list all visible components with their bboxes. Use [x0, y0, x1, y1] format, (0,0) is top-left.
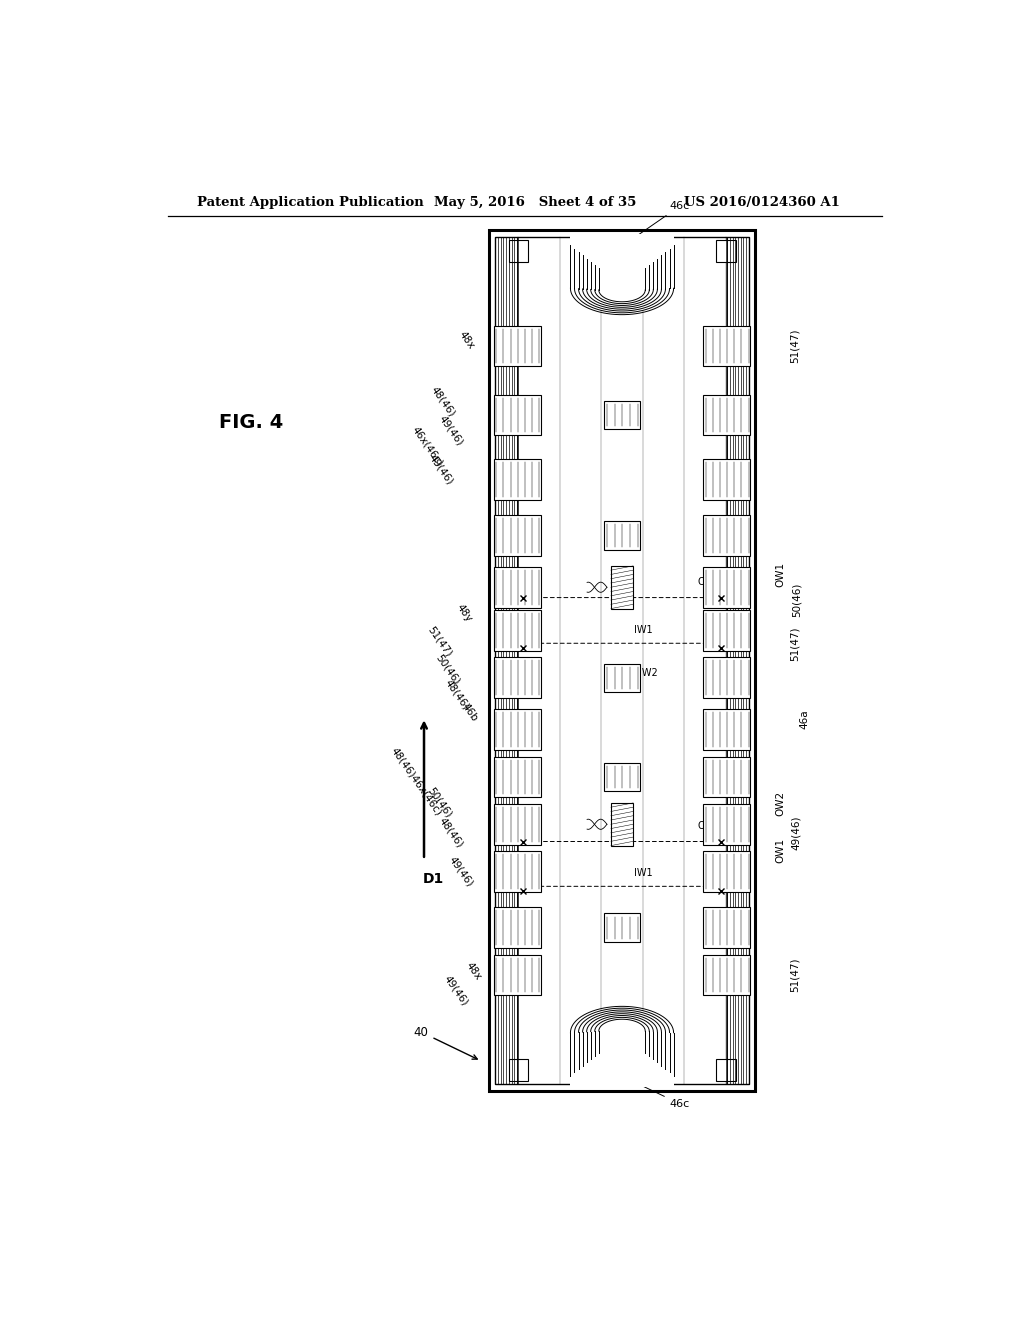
Text: 48(46): 48(46)	[437, 816, 465, 850]
Text: OW1: OW1	[697, 577, 721, 587]
Bar	[611, 803, 633, 846]
Text: Patent Application Publication: Patent Application Publication	[197, 195, 424, 209]
Bar	[494, 907, 541, 948]
Bar	[494, 459, 541, 500]
Text: 46a: 46a	[799, 709, 809, 729]
Bar	[604, 913, 640, 942]
Bar	[703, 851, 751, 892]
Text: IW1: IW1	[634, 626, 652, 635]
Bar	[716, 240, 735, 263]
Bar	[494, 709, 541, 750]
Bar	[494, 515, 541, 556]
Bar	[703, 709, 751, 750]
Text: 46c: 46c	[631, 1081, 690, 1109]
Text: May 5, 2016   Sheet 4 of 35: May 5, 2016 Sheet 4 of 35	[433, 195, 636, 209]
Bar	[495, 236, 750, 1084]
Text: D1: D1	[423, 873, 444, 886]
Bar	[489, 230, 755, 1092]
Text: OW1: OW1	[775, 562, 785, 587]
Text: IW1: IW1	[634, 869, 652, 878]
Bar	[570, 234, 674, 310]
Text: IW2: IW2	[639, 668, 658, 678]
Text: 46b: 46b	[460, 701, 479, 723]
Text: 51(47): 51(47)	[790, 626, 800, 660]
Bar	[509, 240, 528, 263]
Text: 51(47): 51(47)	[790, 329, 800, 363]
Text: 48x: 48x	[464, 960, 483, 982]
Text: 49(46): 49(46)	[427, 453, 456, 486]
Bar	[703, 756, 751, 797]
Text: OW1: OW1	[697, 821, 721, 832]
Text: 48x: 48x	[457, 329, 476, 351]
Text: 51(47): 51(47)	[426, 624, 454, 659]
Bar	[703, 907, 751, 948]
Text: US 2016/0124360 A1: US 2016/0124360 A1	[684, 195, 840, 209]
Bar	[509, 1059, 528, 1081]
Text: 48(46): 48(46)	[429, 385, 457, 418]
Bar	[716, 1059, 735, 1081]
Text: 49(46): 49(46)	[447, 854, 475, 888]
Bar	[494, 326, 541, 366]
Text: 48y: 48y	[454, 602, 473, 624]
Bar	[570, 1011, 674, 1088]
Bar	[703, 566, 751, 607]
Bar	[703, 954, 751, 995]
Bar	[604, 401, 640, 429]
Bar	[494, 395, 541, 436]
Bar	[494, 566, 541, 607]
Text: 48(46)46x(46c): 48(46)46x(46c)	[389, 746, 443, 817]
Text: 49(46): 49(46)	[437, 413, 465, 447]
Text: 40: 40	[414, 1026, 477, 1059]
Bar	[703, 804, 751, 845]
Bar	[611, 566, 633, 609]
Text: 50(46): 50(46)	[426, 785, 454, 820]
Text: 50(46): 50(46)	[792, 583, 801, 618]
Text: 48(46): 48(46)	[443, 678, 471, 711]
Text: 49(46): 49(46)	[792, 816, 801, 850]
Bar	[494, 954, 541, 995]
Bar	[494, 851, 541, 892]
Text: 46c: 46c	[631, 201, 690, 240]
Bar	[604, 763, 640, 791]
Bar	[703, 395, 751, 436]
Text: 51(47): 51(47)	[790, 958, 800, 993]
Bar	[703, 657, 751, 698]
Bar	[703, 610, 751, 651]
Text: 50(46): 50(46)	[434, 652, 462, 686]
Bar	[494, 804, 541, 845]
Bar	[494, 610, 541, 651]
Text: 46x(46c): 46x(46c)	[410, 425, 444, 469]
Text: FIG. 4: FIG. 4	[219, 413, 284, 432]
Bar	[703, 515, 751, 556]
Bar	[703, 326, 751, 366]
Bar	[604, 664, 640, 692]
Text: OW2: OW2	[775, 791, 785, 816]
Text: OW1: OW1	[775, 838, 785, 863]
Text: 49(46): 49(46)	[441, 974, 470, 1007]
Bar	[494, 657, 541, 698]
Bar	[494, 756, 541, 797]
Bar	[604, 521, 640, 549]
Bar	[703, 459, 751, 500]
